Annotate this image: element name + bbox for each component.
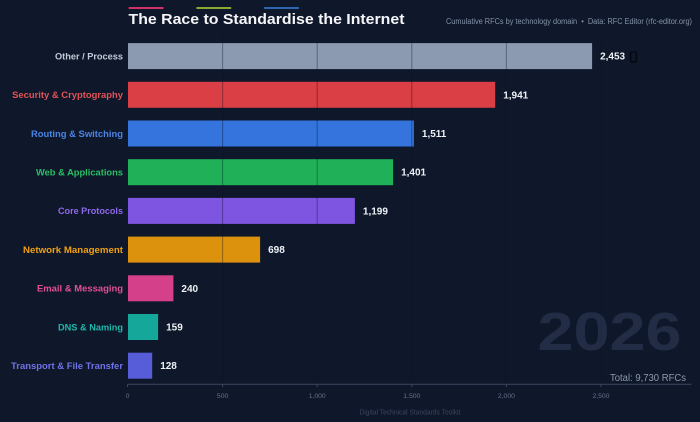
svg-text:1,500: 1,500 bbox=[403, 393, 420, 400]
svg-text:Core Protocols: Core Protocols bbox=[58, 205, 123, 216]
svg-text:Other / Process: Other / Process bbox=[55, 50, 123, 61]
svg-text:2,000: 2,000 bbox=[498, 393, 515, 400]
svg-text:2,500: 2,500 bbox=[592, 393, 609, 400]
svg-text:159: 159 bbox=[166, 323, 183, 334]
svg-text:2,453: 2,453 bbox=[600, 52, 625, 63]
svg-text:Security & Cryptography: Security & Cryptography bbox=[12, 89, 124, 100]
svg-text:The Race to Standardise the In: The Race to Standardise the Internet bbox=[129, 12, 405, 28]
svg-text:240: 240 bbox=[181, 284, 198, 295]
svg-text:Network Management: Network Management bbox=[23, 244, 123, 255]
svg-text:Digital Technical Standards To: Digital Technical Standards Toolkit bbox=[360, 410, 461, 417]
svg-text:Routing & Switching: Routing & Switching bbox=[31, 128, 123, 139]
svg-text:500: 500 bbox=[217, 393, 229, 400]
svg-text:0: 0 bbox=[126, 393, 130, 400]
svg-text:1,941: 1,941 bbox=[503, 90, 528, 101]
svg-text:DNS & Naming: DNS & Naming bbox=[58, 321, 123, 332]
svg-text:Transport & File Transfer: Transport & File Transfer bbox=[11, 360, 123, 371]
svg-text:1,199: 1,199 bbox=[363, 206, 388, 217]
svg-text:Total: 9,730 RFCs: Total: 9,730 RFCs bbox=[610, 373, 686, 384]
svg-text:1,401: 1,401 bbox=[401, 168, 426, 179]
svg-text:1,000: 1,000 bbox=[309, 393, 326, 400]
svg-text:2026: 2026 bbox=[538, 302, 682, 362]
svg-text:Cumulative RFCs by technology: Cumulative RFCs by technology domain • D… bbox=[446, 17, 692, 26]
svg-text:1,511: 1,511 bbox=[422, 129, 447, 140]
svg-text:Web & Applications: Web & Applications bbox=[36, 167, 123, 178]
svg-text:128: 128 bbox=[160, 361, 177, 372]
svg-text:Email & Messaging: Email & Messaging bbox=[37, 283, 123, 294]
svg-text:698: 698 bbox=[268, 245, 285, 256]
